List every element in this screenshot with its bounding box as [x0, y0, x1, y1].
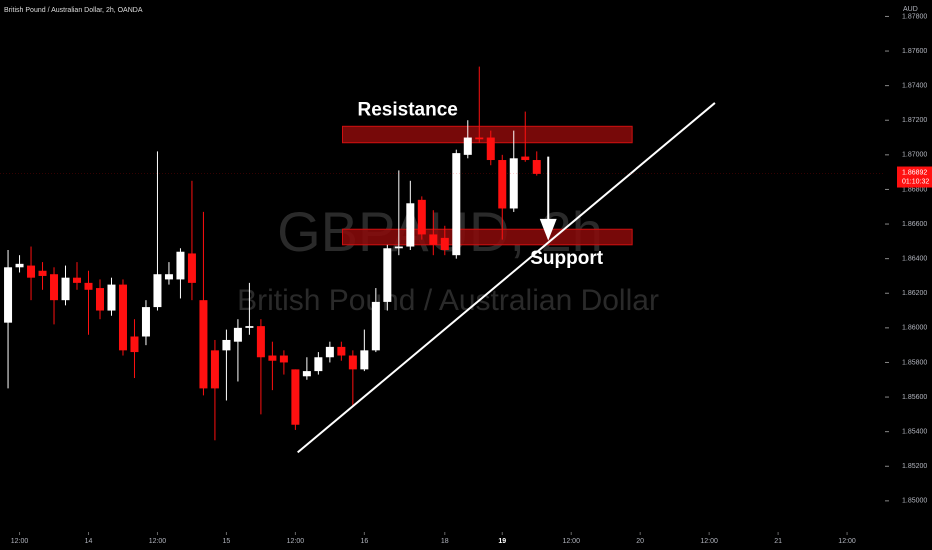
- candle-body: [95, 288, 104, 311]
- countdown-label: 01:10:32: [902, 178, 929, 185]
- candle-body: [417, 199, 426, 235]
- currency-label: AUD: [903, 6, 918, 13]
- candle-body: [279, 355, 288, 363]
- x-tick-label: 21: [774, 538, 782, 545]
- arrow: [539, 156, 557, 241]
- y-tick-label: 1.87200: [902, 117, 927, 124]
- candle-body: [268, 355, 277, 361]
- candle-body: [27, 265, 36, 278]
- candle-body: [302, 371, 311, 377]
- candle-body: [360, 350, 369, 370]
- y-tick-label: 1.87400: [902, 82, 927, 89]
- y-tick-label: 1.86200: [902, 290, 927, 297]
- x-tick-label: 14: [85, 538, 93, 545]
- zone-label: Resistance: [358, 99, 458, 120]
- x-tick-label: 12:00: [11, 538, 29, 545]
- candle-body: [532, 160, 541, 174]
- zone: [342, 228, 633, 246]
- y-tick-label: 1.87800: [902, 13, 927, 20]
- candle-body: [245, 326, 254, 328]
- candle-body: [337, 346, 346, 356]
- candle-body: [429, 234, 438, 245]
- candle-body: [107, 284, 116, 311]
- candle-body: [371, 301, 380, 351]
- candle-body: [153, 274, 162, 308]
- y-tick-label: 1.85800: [902, 359, 927, 366]
- candle-body: [141, 307, 150, 337]
- y-tick-label: 1.86800: [902, 186, 927, 193]
- y-tick-label: 1.85200: [902, 463, 927, 470]
- x-tick-label: 19: [498, 538, 506, 545]
- candle-body: [475, 137, 484, 140]
- y-tick-label: 1.86400: [902, 255, 927, 262]
- candle-body: [486, 137, 495, 161]
- watermark-description: British Pound / Australian Dollar: [237, 284, 659, 317]
- candle-body: [498, 160, 507, 209]
- candle-body: [394, 246, 403, 249]
- candle-body: [452, 153, 461, 256]
- candle-body: [73, 277, 82, 283]
- x-tick-label: 20: [636, 538, 644, 545]
- candle-body: [118, 284, 127, 351]
- x-tick-label: 12:00: [562, 538, 580, 545]
- y-tick-label: 1.85400: [902, 428, 927, 435]
- candle-body: [406, 203, 415, 247]
- candle-body: [521, 156, 530, 161]
- candle-body: [61, 277, 70, 301]
- last-price-label: 1.86892: [902, 169, 927, 176]
- y-tick-label: 1.86600: [902, 221, 927, 228]
- candle-body: [15, 263, 24, 268]
- y-tick-label: 1.87000: [902, 152, 927, 159]
- x-tick-label: 15: [223, 538, 231, 545]
- candle-body: [199, 300, 208, 389]
- x-tick-label: 12:00: [838, 538, 856, 545]
- x-tick-label: 12:00: [149, 538, 167, 545]
- candle-body: [50, 274, 59, 301]
- candle-body: [256, 326, 265, 358]
- zone-label: Support: [530, 248, 603, 269]
- candle-body: [176, 251, 185, 280]
- candle-body: [291, 369, 300, 425]
- y-tick-label: 1.85000: [902, 498, 927, 505]
- chart-title: British Pound / Australian Dollar, 2h, O…: [4, 7, 143, 14]
- y-tick-label: 1.86000: [902, 325, 927, 332]
- candle-body: [348, 355, 357, 370]
- y-tick-label: 1.87600: [902, 48, 927, 55]
- candle-body: [509, 158, 518, 209]
- candle-body: [210, 350, 219, 389]
- candle-body: [38, 270, 47, 276]
- candle-body: [164, 274, 173, 280]
- candle-body: [463, 137, 472, 155]
- trendline: [297, 102, 716, 454]
- candle-body: [325, 346, 334, 358]
- x-tick-label: 16: [360, 538, 368, 545]
- x-tick-label: 18: [441, 538, 449, 545]
- candle-body: [187, 253, 196, 283]
- candle-body: [84, 282, 93, 290]
- candle-body: [130, 336, 139, 353]
- candle-body: [314, 357, 323, 372]
- candle-body: [222, 339, 231, 351]
- candle-body: [4, 267, 13, 323]
- last-price-box: [897, 166, 932, 188]
- candle-body: [383, 248, 392, 302]
- x-tick-label: 12:00: [287, 538, 305, 545]
- candle-body: [233, 327, 242, 342]
- y-tick-label: 1.85600: [902, 394, 927, 401]
- x-tick-label: 12:00: [700, 538, 718, 545]
- candle-body: [440, 237, 449, 250]
